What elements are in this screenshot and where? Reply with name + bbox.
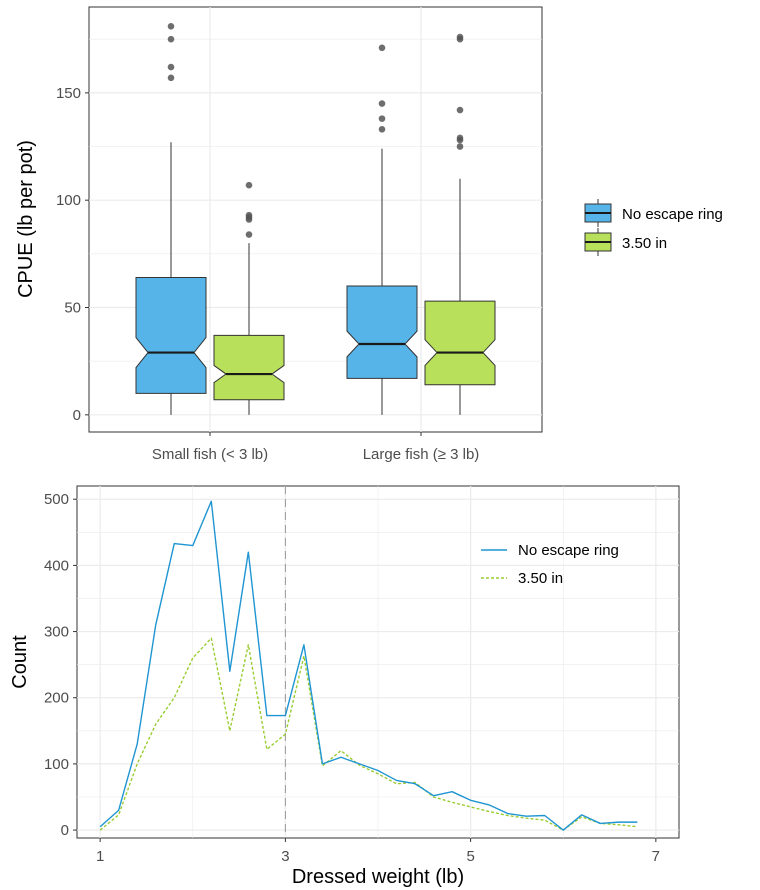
x-tick-label: Large fish (≥ 3 lb) — [363, 446, 480, 463]
box-outlier — [378, 44, 386, 52]
x-tick-label: 5 — [466, 848, 474, 865]
line-chart-panel: 0 100 200 300 400 500 1 3 5 7 Count Dressed weig… — [9, 485, 680, 888]
y-tick-label: 50 — [64, 300, 81, 317]
series-line — [99, 500, 638, 831]
box-outlier — [167, 63, 175, 71]
box-body — [135, 276, 207, 394]
line-chart-series — [99, 500, 638, 831]
box-outlier — [245, 231, 253, 238]
series-line — [99, 637, 638, 831]
box-body — [424, 300, 496, 386]
y-tick-label: 150 — [56, 85, 81, 102]
x-tick-label: 3 — [281, 848, 289, 865]
boxplot-y-ticks: 0 50 100 150 — [56, 85, 89, 424]
boxplot-panel: 0 50 100 150 Small fish (< 3 lb) Large fish … — [15, 6, 543, 463]
line-chart-legend: No escape ring 3.50 in — [481, 542, 619, 587]
y-tick-label: 100 — [56, 192, 81, 209]
x-tick-label: 7 — [652, 848, 660, 865]
line-chart-x-axis-title: Dressed weight (lb) — [292, 866, 464, 888]
y-tick-label: 300 — [44, 624, 69, 641]
y-tick-label: 200 — [44, 690, 69, 707]
box-outlier — [456, 134, 464, 142]
box-outlier — [456, 33, 464, 41]
box-body — [213, 334, 285, 401]
y-tick-label: 0 — [61, 822, 69, 839]
legend-label-no-escape-ring: No escape ring — [622, 206, 723, 223]
box-outlier — [456, 106, 464, 114]
x-tick-label: 1 — [96, 848, 104, 865]
boxplot-legend: No escape ring 3.50 in — [584, 199, 723, 256]
legend-label-no-escape-ring: No escape ring — [518, 542, 619, 559]
boxplot-y-axis-title: CPUE (lb per pot) — [15, 140, 37, 298]
legend-item-no-escape-ring: No escape ring — [584, 199, 723, 227]
box-outlier — [167, 35, 175, 43]
boxplot-x-ticks: Small fish (< 3 lb) Large fish (≥ 3 lb) — [152, 432, 479, 463]
box-outlier — [167, 23, 175, 30]
legend-label-3-50-in: 3.50 in — [622, 235, 667, 252]
line-chart-y-ticks: 0 100 200 300 400 500 — [44, 491, 77, 839]
y-tick-label: 400 — [44, 557, 69, 574]
line-chart-y-axis-title: Count — [9, 635, 31, 689]
box-outlier — [378, 100, 386, 107]
box-outlier — [167, 74, 175, 82]
box-outlier — [456, 143, 464, 150]
box-outlier — [378, 126, 386, 133]
y-tick-label: 0 — [73, 407, 81, 424]
box-outlier — [245, 181, 253, 189]
y-tick-label: 500 — [44, 491, 69, 508]
legend-item-3-50-in: 3.50 in — [584, 228, 667, 256]
box-outlier — [245, 211, 253, 219]
y-tick-label: 100 — [44, 756, 69, 773]
line-chart-x-ticks: 1 3 5 7 — [96, 838, 660, 865]
boxplot-boxes — [135, 23, 496, 415]
box-outlier — [378, 115, 386, 122]
x-tick-label: Small fish (< 3 lb) — [152, 446, 268, 463]
legend-label-3-50-in: 3.50 in — [518, 570, 563, 587]
box-body — [346, 285, 418, 379]
